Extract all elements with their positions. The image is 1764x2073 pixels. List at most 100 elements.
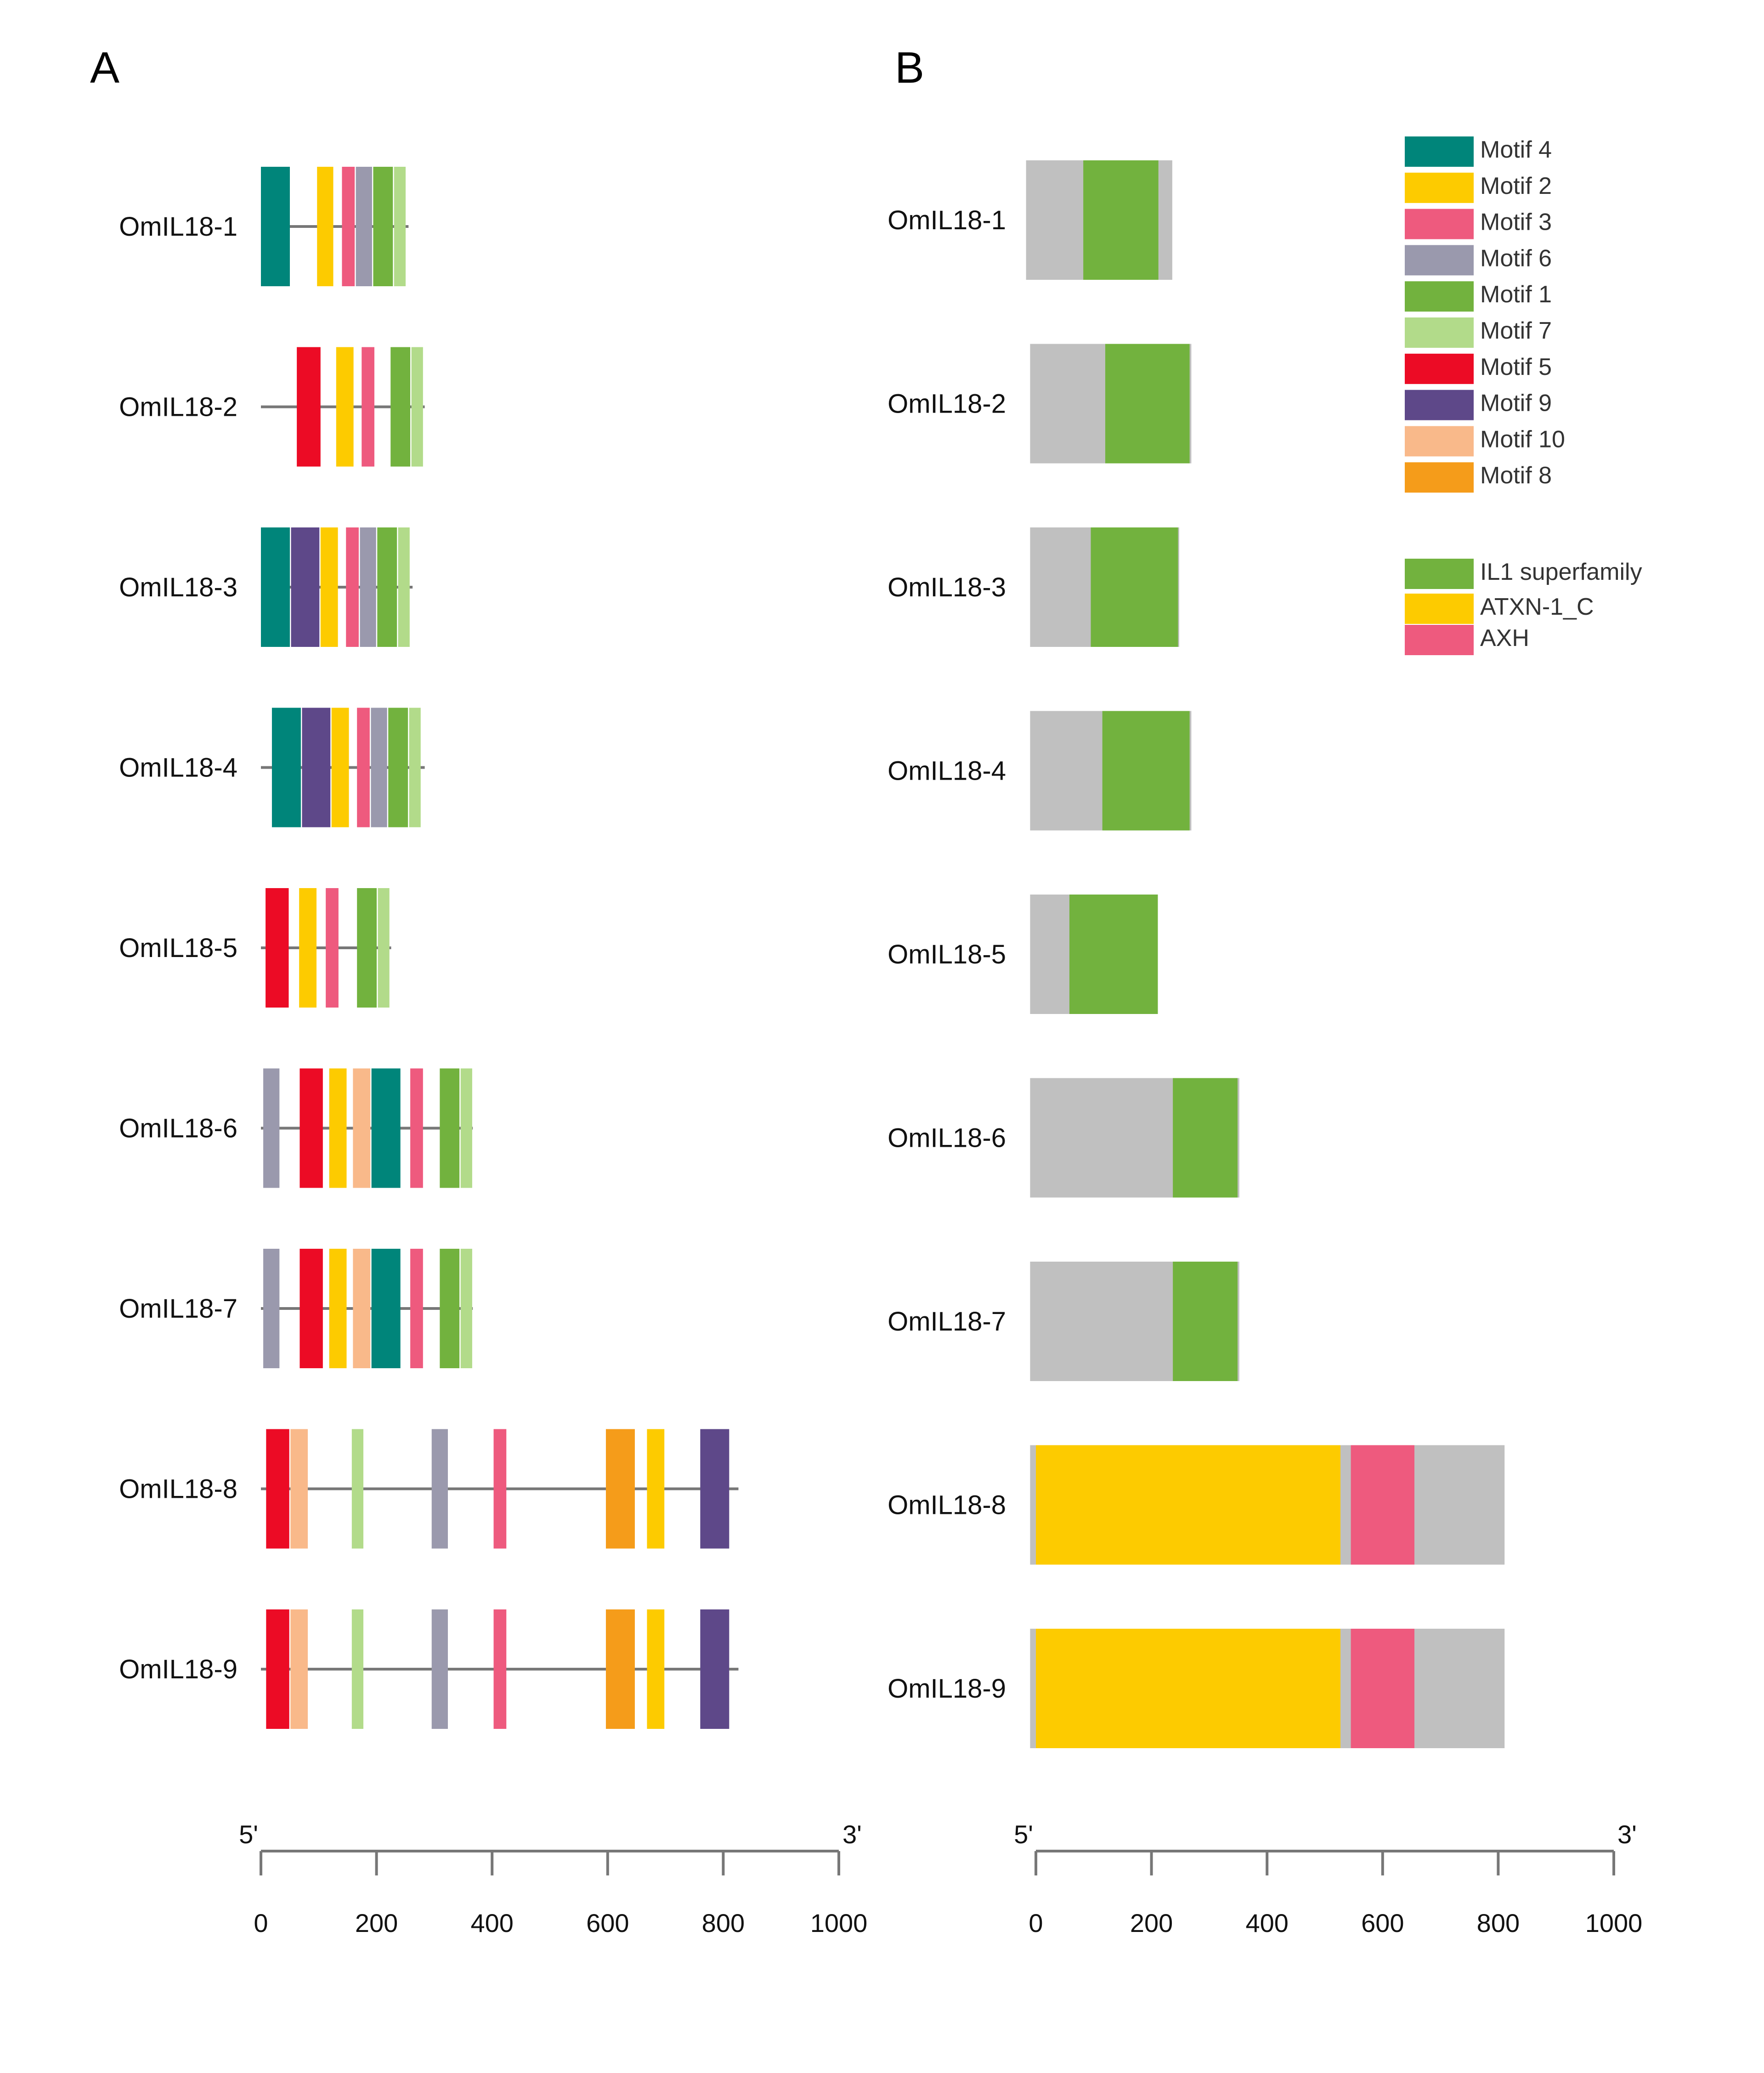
motif-1-block bbox=[440, 1068, 460, 1188]
motif-7-block bbox=[409, 708, 421, 827]
gene-label-b: OmIL18-3 bbox=[888, 572, 1006, 602]
il1-domain-block bbox=[1105, 344, 1190, 464]
motif-3-block bbox=[342, 167, 355, 286]
motif-5-block bbox=[266, 1609, 289, 1729]
gene-label-a: OmIL18-6 bbox=[119, 1114, 237, 1144]
il1-domain-block bbox=[1069, 895, 1158, 1014]
axis-tick-label: 0 bbox=[254, 1909, 268, 1937]
motif-3-block bbox=[493, 1609, 507, 1729]
motif-4-block bbox=[261, 167, 290, 286]
motif-4-block bbox=[271, 708, 301, 827]
axis-tick-label: 1000 bbox=[810, 1909, 868, 1937]
motif-3-block bbox=[410, 1249, 423, 1368]
axh-domain-block bbox=[1351, 1629, 1414, 1748]
motif-10-block bbox=[353, 1068, 371, 1188]
five-prime-label: 5' bbox=[239, 1820, 258, 1849]
motif-3-block bbox=[493, 1429, 507, 1549]
motif-3-block bbox=[357, 708, 370, 827]
motif-10-block bbox=[290, 1609, 308, 1729]
axis-tick-label: 200 bbox=[355, 1909, 398, 1937]
gene-label-a: OmIL18-9 bbox=[119, 1654, 237, 1684]
atxn-domain-block bbox=[1036, 1445, 1340, 1565]
motif-2-block bbox=[647, 1609, 665, 1729]
gene-label-a: OmIL18-5 bbox=[119, 933, 237, 963]
legend-label: AXH bbox=[1480, 625, 1529, 651]
legend-swatch-atxn bbox=[1405, 594, 1474, 624]
legend-swatch-motif-10 bbox=[1405, 426, 1474, 457]
motif-6-block bbox=[371, 708, 387, 827]
il1-domain-block bbox=[1083, 160, 1159, 280]
motif-7-block bbox=[411, 347, 423, 467]
five-prime-label: 5' bbox=[1014, 1820, 1033, 1849]
legend-swatch-motif-1 bbox=[1405, 281, 1474, 312]
motif-7-block bbox=[460, 1068, 472, 1188]
motif-6-block bbox=[431, 1609, 448, 1729]
motif-7-block bbox=[460, 1249, 472, 1368]
motif-3-block bbox=[410, 1068, 423, 1188]
gene-label-b: OmIL18-2 bbox=[888, 389, 1006, 419]
panel-label-b: B bbox=[895, 43, 924, 92]
panel-label-a: A bbox=[90, 43, 119, 92]
motif-10-block bbox=[290, 1429, 308, 1549]
il1-domain-block bbox=[1102, 711, 1190, 831]
motif-2-block bbox=[336, 347, 354, 467]
motif-1-block bbox=[357, 888, 377, 1008]
legend-label: Motif 9 bbox=[1480, 390, 1552, 417]
legend-swatch-motif-4 bbox=[1405, 136, 1474, 167]
motif-6-block bbox=[263, 1249, 280, 1368]
axis-b: 0 200 400 600 800 1000 5' 3' bbox=[1014, 1820, 1642, 1937]
motif-1-block bbox=[373, 167, 393, 286]
gene-label-a: OmIL18-7 bbox=[119, 1294, 237, 1324]
motif-7-block bbox=[398, 527, 410, 647]
motif-4-block bbox=[371, 1068, 401, 1188]
gene-label-a: OmIL18-3 bbox=[119, 572, 237, 602]
legend-swatch-motif-2 bbox=[1405, 172, 1474, 203]
motif-6-block bbox=[431, 1429, 448, 1549]
motif-6-block bbox=[360, 527, 376, 647]
motif-4-block bbox=[261, 527, 290, 647]
motif-2-block bbox=[329, 1249, 347, 1368]
legend-label: IL1 superfamily bbox=[1480, 559, 1642, 585]
legend: Motif 4 Motif 2 Motif 3 Motif 6 Motif 1 Motif… bbox=[1405, 136, 1642, 655]
legend-swatch-axh bbox=[1405, 625, 1474, 655]
legend-label: Motif 5 bbox=[1480, 354, 1552, 380]
axis-tick-label: 800 bbox=[702, 1909, 745, 1937]
motif-1-block bbox=[377, 527, 397, 647]
gene-label-b: OmIL18-9 bbox=[888, 1674, 1006, 1704]
legend-label: ATXN-1_C bbox=[1480, 594, 1594, 620]
axis-tick-label: 1000 bbox=[1585, 1909, 1643, 1937]
motif-7-block bbox=[351, 1609, 364, 1729]
axis-tick-label: 400 bbox=[470, 1909, 513, 1937]
gene-label-b: OmIL18-5 bbox=[888, 940, 1006, 969]
motif-4-block bbox=[371, 1249, 401, 1368]
gene-label-a: OmIL18-1 bbox=[119, 212, 237, 242]
motif-8-block bbox=[605, 1429, 635, 1549]
gene-label-b: OmIL18-7 bbox=[888, 1307, 1006, 1337]
axis-tick-label: 600 bbox=[586, 1909, 629, 1937]
legend-swatch-motif-3 bbox=[1405, 209, 1474, 239]
gene-label-b: OmIL18-8 bbox=[888, 1490, 1006, 1520]
axis-a: 0 200 400 600 800 1000 5' 3' bbox=[239, 1820, 867, 1937]
motif-9-block bbox=[700, 1609, 729, 1729]
motif-1-block bbox=[440, 1249, 460, 1368]
legend-swatch-motif-8 bbox=[1405, 462, 1474, 493]
legend-swatch-il1 bbox=[1405, 559, 1474, 589]
axis-tick-label: 600 bbox=[1361, 1909, 1404, 1937]
motif-7-block bbox=[378, 888, 390, 1008]
legend-swatch-motif-5 bbox=[1405, 353, 1474, 384]
three-prime-label: 3' bbox=[1617, 1820, 1637, 1849]
motif-9-block bbox=[291, 527, 320, 647]
motif-1-block bbox=[390, 347, 411, 467]
motif-9-block bbox=[700, 1429, 729, 1549]
motif-3-block bbox=[346, 527, 359, 647]
axis-tick-label: 800 bbox=[1477, 1909, 1520, 1937]
legend-swatch-motif-7 bbox=[1405, 317, 1474, 348]
gene-label-a: OmIL18-4 bbox=[119, 753, 237, 783]
il1-domain-block bbox=[1091, 527, 1178, 647]
motif-3-block bbox=[326, 888, 339, 1008]
legend-label: Motif 6 bbox=[1480, 245, 1552, 272]
motif-9-block bbox=[302, 708, 331, 827]
legend-swatch-motif-9 bbox=[1405, 390, 1474, 420]
motif-2-block bbox=[317, 167, 334, 286]
